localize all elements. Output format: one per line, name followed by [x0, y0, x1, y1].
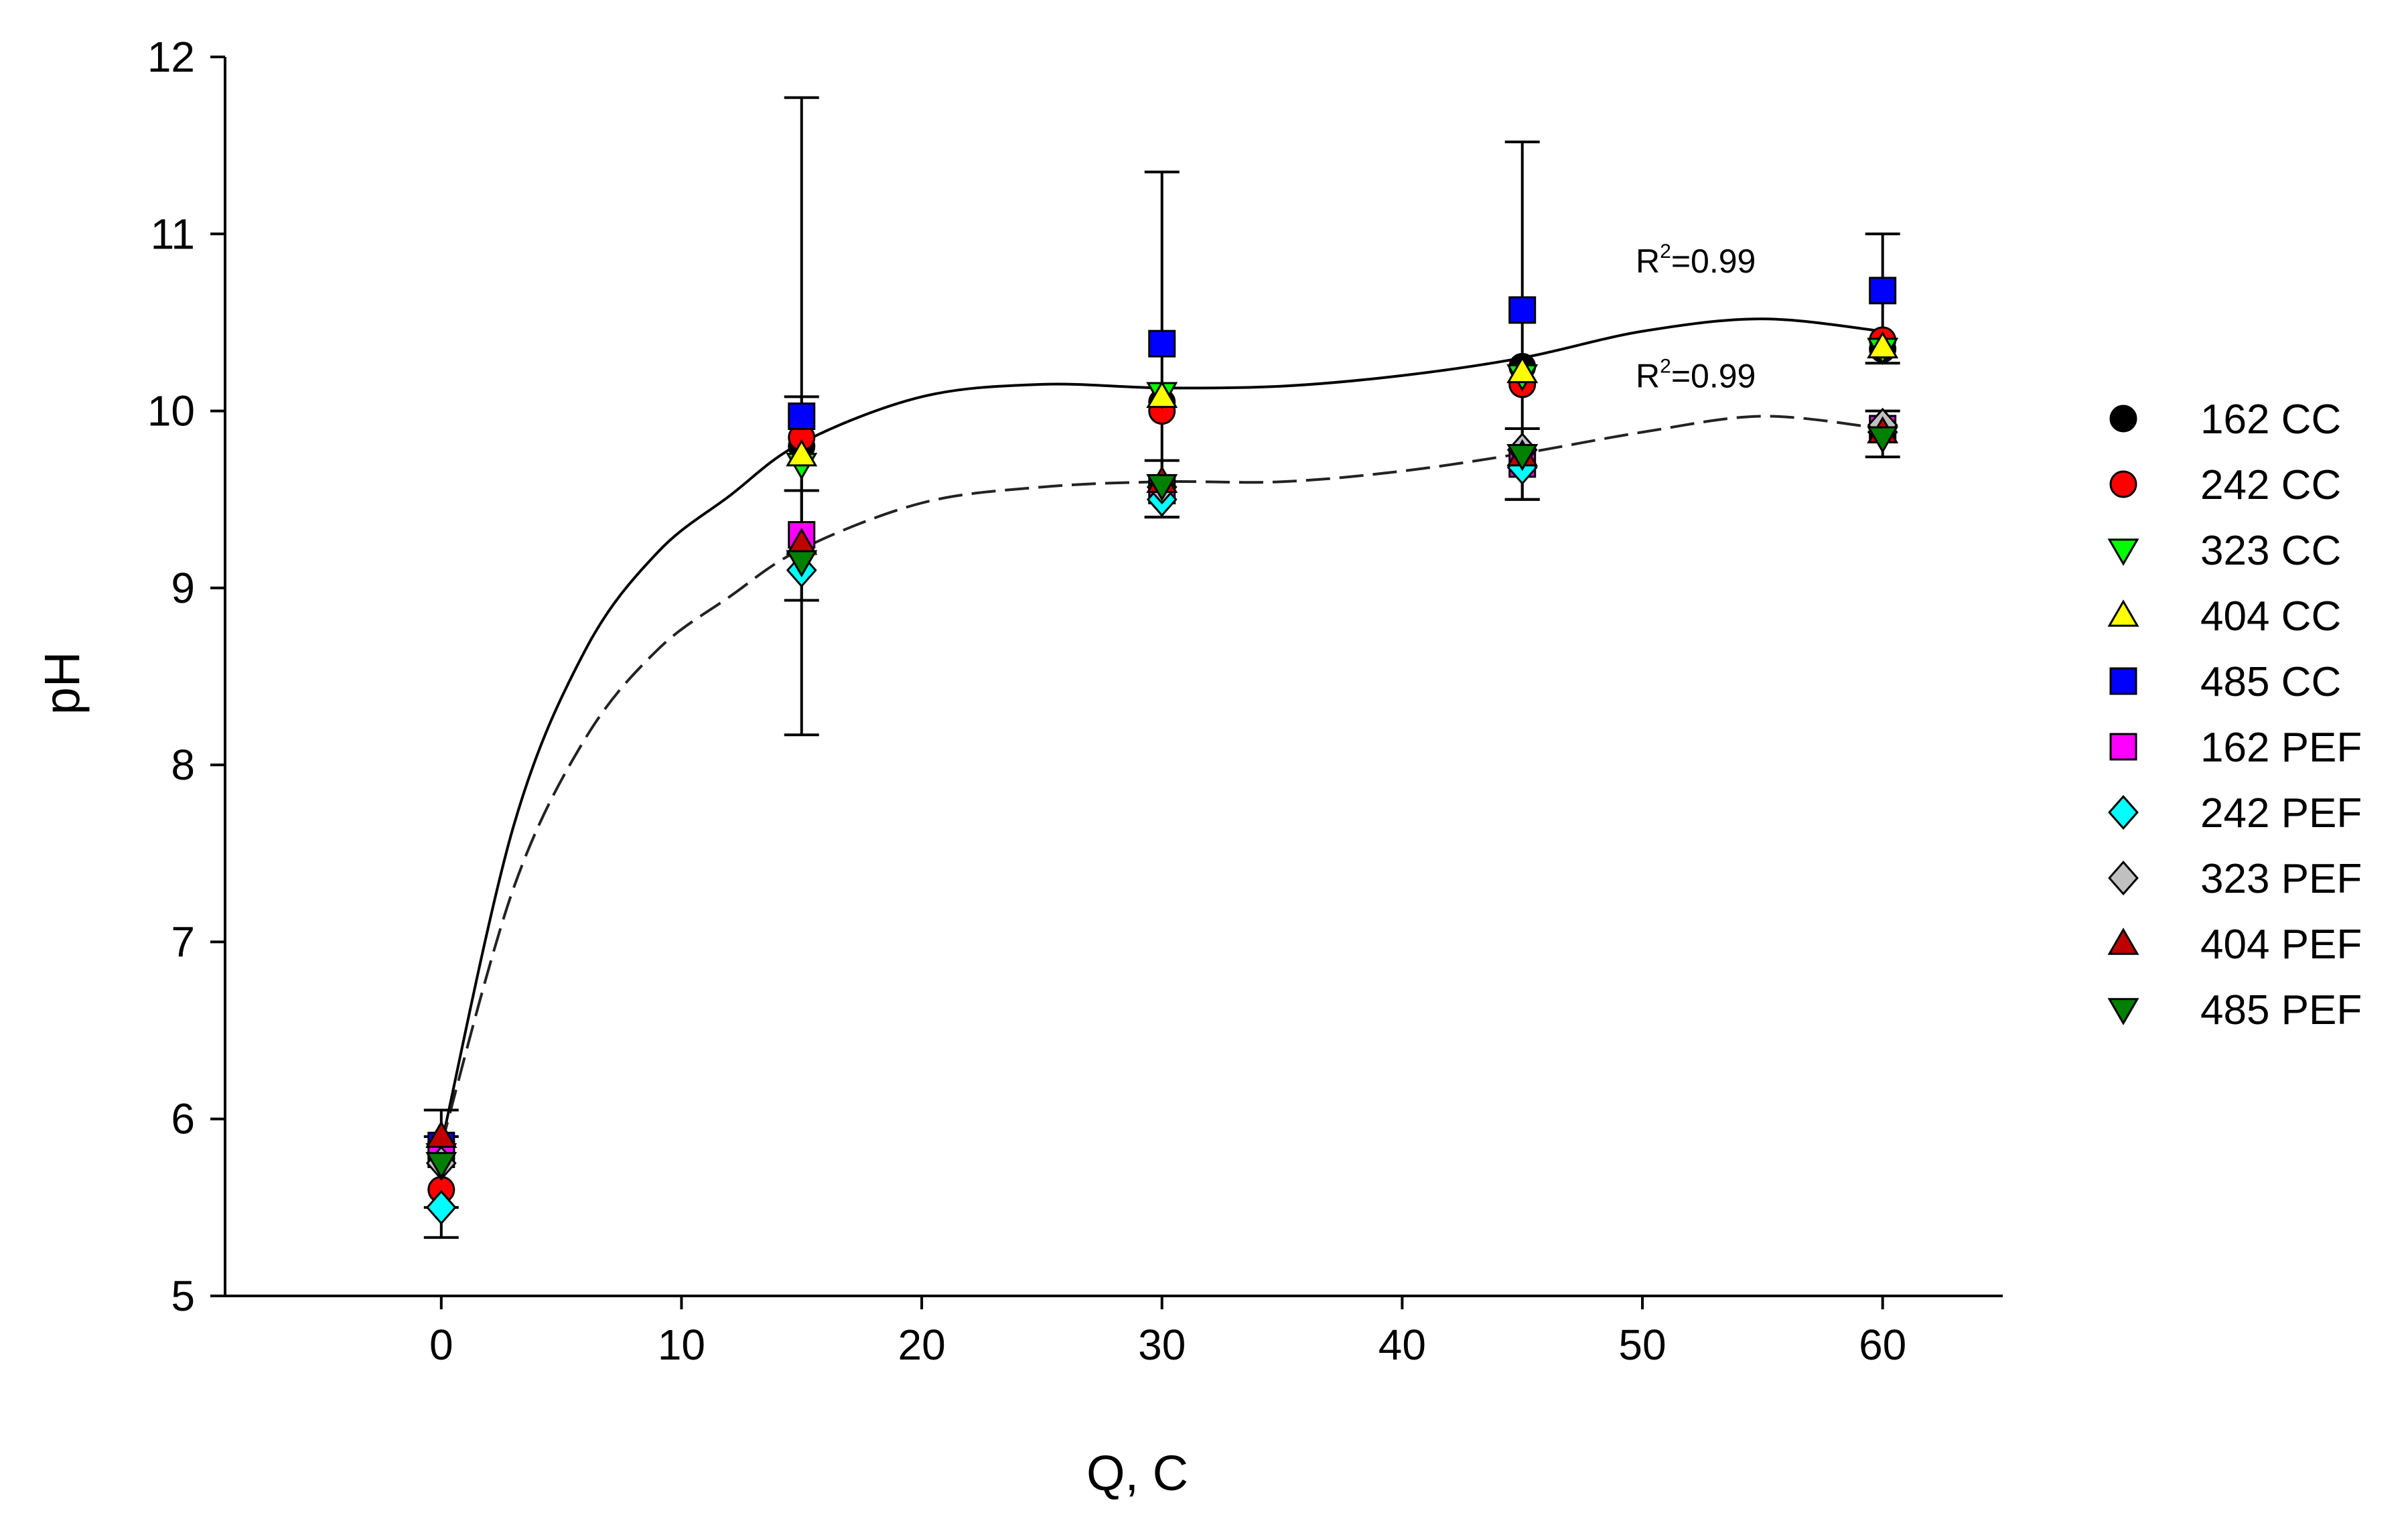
- r2-annotation: R2=0.99: [1636, 240, 1756, 280]
- point-404-cc: [786, 439, 818, 467]
- legend-marker-485-pef: [2107, 998, 2139, 1025]
- point-404-cc: [1146, 380, 1178, 409]
- legend-marker-485-cc: [2109, 667, 2137, 695]
- legend-marker-162-pef: [2109, 733, 2137, 761]
- fit-curves: [439, 317, 1883, 1146]
- y-axis-title: pH: [34, 652, 90, 715]
- legend-label-162-cc: 162 CC: [2200, 396, 2341, 443]
- y-tick-label: 10: [147, 387, 195, 435]
- legend-label-323-pef: 323 PEF: [2200, 856, 2362, 902]
- fit-curve-cc: [439, 317, 1883, 1146]
- legend-marker-242-pef: [2108, 794, 2139, 830]
- legend-label-404-cc: 404 CC: [2200, 593, 2341, 640]
- legend-marker-404-pef: [2107, 928, 2139, 955]
- point-485-pef: [1146, 473, 1178, 502]
- y-tick-label: 7: [171, 918, 195, 966]
- point-485-pef: [425, 1152, 457, 1179]
- legend-label-242-cc: 242 CC: [2200, 462, 2341, 508]
- x-tick-label: 30: [1138, 1321, 1186, 1369]
- legend-marker-242-cc: [2109, 470, 2137, 498]
- legend-marker-162-cc: [2109, 405, 2137, 433]
- axes: 0 10 20 30 40 50 60 5 6 7 8 9 10 11 12 Q, C pH: [34, 33, 2003, 1501]
- x-tick-label: 40: [1378, 1321, 1426, 1369]
- y-tick-label: 9: [171, 564, 195, 612]
- x-tick-label: 0: [429, 1321, 453, 1369]
- legend: 162 CC 242 CC 323 CC 404 CC 485 CC 162 PEF 242…: [2107, 396, 2362, 1033]
- legend-label-162-pef: 162 PEF: [2200, 725, 2362, 771]
- point-404-cc: [1506, 356, 1539, 384]
- legend-label-242-pef: 242 PEF: [2200, 790, 2362, 836]
- legend-label-485-cc: 485 CC: [2200, 659, 2341, 705]
- point-485-cc: [1148, 330, 1176, 358]
- x-tick-label: 20: [898, 1321, 945, 1369]
- x-tick-label: 50: [1618, 1321, 1666, 1369]
- legend-marker-404-cc: [2107, 599, 2139, 627]
- legend-label-404-pef: 404 PEF: [2200, 922, 2362, 968]
- legend-label-323-cc: 323 CC: [2200, 528, 2341, 574]
- point-485-cc: [788, 403, 816, 430]
- point-485-pef: [1867, 426, 1899, 454]
- data-points: [425, 277, 1899, 1225]
- x-tick-label: 60: [1859, 1321, 1906, 1369]
- point-404-cc: [1867, 331, 1899, 359]
- x-axis-title: Q, C: [1086, 1445, 1188, 1501]
- y-tick-label: 8: [171, 741, 195, 789]
- y-tick-label: 11: [151, 210, 195, 258]
- r2-annotation: R2=0.99: [1636, 356, 1756, 395]
- point-242-pef: [425, 1189, 457, 1225]
- point-485-pef: [786, 550, 818, 578]
- legend-marker-323-pef: [2108, 860, 2139, 896]
- annotations: R2=0.99 R2=0.99: [1636, 240, 1756, 395]
- point-485-cc: [1869, 277, 1897, 305]
- legend-label-485-pef: 485 PEF: [2200, 987, 2362, 1033]
- point-404-pef: [425, 1120, 457, 1148]
- legend-marker-323-cc: [2107, 538, 2139, 566]
- y-tick-label: 5: [171, 1272, 195, 1320]
- x-tick-label: 10: [658, 1321, 705, 1369]
- point-485-pef: [1506, 443, 1539, 471]
- y-tick-label: 12: [147, 33, 195, 81]
- point-485-cc: [1508, 296, 1537, 324]
- y-tick-label: 6: [171, 1095, 195, 1143]
- fit-curve-pef: [439, 415, 1883, 1146]
